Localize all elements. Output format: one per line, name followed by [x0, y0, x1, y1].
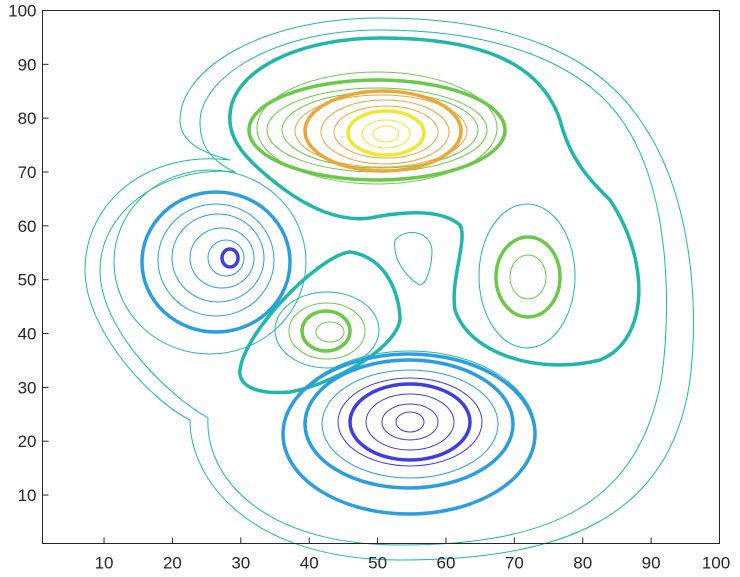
contour-line-5	[266, 87, 488, 173]
contour-line-25	[157, 203, 275, 317]
x-tick-label: 40	[300, 554, 319, 573]
y-tick-label: 30	[18, 378, 37, 397]
contour-lines	[84, 17, 694, 561]
contour-line-26	[171, 213, 265, 303]
x-tick-label: 90	[642, 554, 661, 573]
contour-line-18	[274, 291, 380, 369]
contour-line-20	[300, 309, 352, 353]
y-tick-label: 80	[18, 109, 37, 128]
contour-line-2	[228, 36, 641, 367]
contour-line-3	[256, 71, 498, 185]
axes-box	[42, 10, 720, 544]
contour-line-15	[494, 235, 562, 319]
contour-line-0	[84, 17, 694, 561]
contour-line-28	[207, 239, 245, 277]
x-tick-label: 10	[95, 554, 114, 573]
y-tick-label: 70	[18, 163, 37, 182]
y-axis: 10 20 30 40 50 60 70 80 90 100	[8, 2, 49, 505]
contour-line-16	[509, 254, 547, 300]
contour-line-11	[346, 109, 426, 157]
contour-line-4	[247, 78, 507, 182]
y-tick-label: 40	[18, 325, 37, 344]
y-tick-label: 90	[18, 55, 37, 74]
x-axis: 10 20 30 40 50 60 70 80 90 100	[95, 537, 730, 573]
contour-line-23	[113, 169, 307, 355]
x-tick-label: 30	[231, 554, 250, 573]
contour-line-32	[303, 358, 515, 490]
contour-line-33	[321, 369, 499, 479]
contour-line-12	[361, 119, 411, 149]
contour-line-35	[348, 382, 472, 462]
x-tick-label: 80	[573, 554, 592, 573]
contour-line-34	[337, 377, 483, 467]
contour-line-29	[220, 247, 240, 269]
contour-line-10	[333, 105, 439, 159]
contour-line-36	[365, 393, 455, 451]
contour-line-24	[140, 190, 292, 334]
contour-line-21	[315, 321, 345, 343]
y-tick-label: 100	[8, 2, 36, 21]
contour-line-27	[189, 227, 255, 289]
y-tick-label: 50	[18, 271, 37, 290]
y-tick-label: 20	[18, 432, 37, 451]
contour-line-8	[303, 89, 463, 173]
y-tick-label: 10	[18, 486, 37, 505]
x-tick-label: 70	[505, 554, 524, 573]
x-tick-label: 50	[368, 554, 387, 573]
x-tick-label: 60	[437, 554, 456, 573]
contour-line-37	[381, 403, 439, 441]
contour-line-13	[372, 125, 400, 143]
x-tick-label: 20	[163, 554, 182, 573]
y-tick-label: 60	[18, 217, 37, 236]
contour-line-14	[478, 203, 576, 349]
contour-line-38	[395, 411, 425, 433]
x-tick-label: 100	[702, 554, 730, 573]
contour-line-6	[281, 91, 479, 169]
contour-line-31	[281, 352, 537, 516]
contour-line-1	[99, 29, 668, 546]
contour-line-9	[320, 99, 450, 165]
contour-line-22	[394, 232, 433, 286]
contour-line-19	[288, 302, 366, 360]
contour-line-17	[238, 250, 402, 395]
